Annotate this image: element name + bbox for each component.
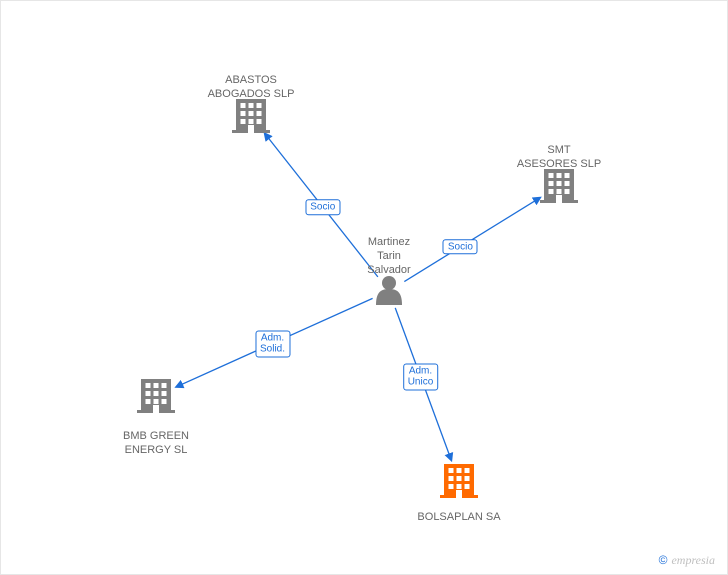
- watermark: ©empresia: [659, 553, 715, 568]
- node-label: BOLSAPLAN SA: [417, 511, 500, 525]
- person-icon: [376, 276, 402, 305]
- copyright-symbol: ©: [659, 553, 668, 567]
- edge-label: Adm. Solid.: [255, 330, 290, 357]
- building-icon: [137, 379, 175, 413]
- edge-label: Adm. Unico: [403, 363, 439, 390]
- edge-label: Socio: [305, 199, 340, 215]
- node-label: ABASTOS ABOGADOS SLP: [208, 74, 295, 102]
- node-label: BMB GREEN ENERGY SL: [123, 430, 189, 458]
- node-label: Martinez Tarin Salvador: [367, 236, 410, 277]
- building-icon: [440, 464, 478, 498]
- diagram-svg: [1, 1, 728, 575]
- building-icon: [540, 169, 578, 203]
- edge-label: Socio: [443, 239, 478, 255]
- node-label: SMT ASESORES SLP: [517, 144, 601, 172]
- diagram-canvas: Socio Socio Adm. Solid. Adm. Unico Martinez …: [0, 0, 728, 575]
- watermark-text: empresia: [671, 553, 715, 567]
- building-icon: [232, 99, 270, 133]
